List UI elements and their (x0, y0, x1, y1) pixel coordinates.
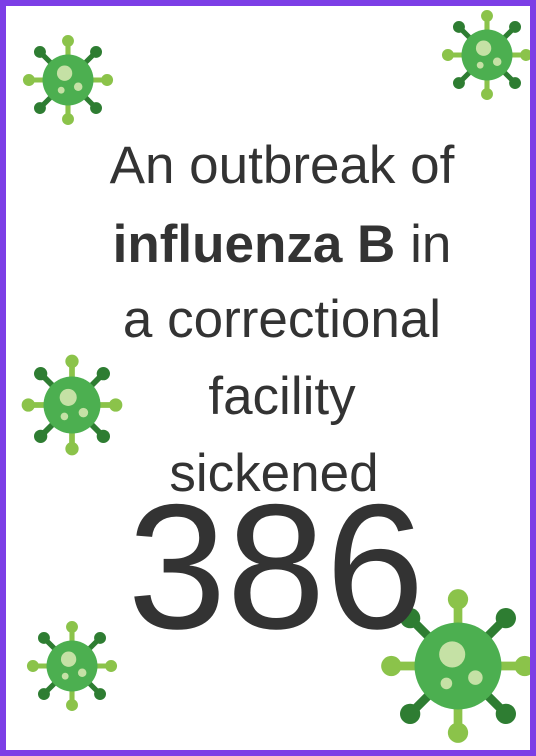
big-number: 386 (128, 467, 425, 666)
headline-line: An outbreak of (110, 136, 455, 195)
highlight: influenza B (113, 215, 396, 274)
virus-icon (22, 355, 123, 456)
headline-line: sickened (169, 444, 378, 503)
headline-line: a correctional (123, 290, 441, 349)
virus-icon (23, 35, 113, 125)
headline-line: facility (208, 367, 356, 426)
headline-word: in (410, 215, 451, 274)
headline-line: influenza B in (113, 215, 452, 274)
virus-icon (27, 621, 117, 711)
virus-icon (442, 10, 532, 100)
